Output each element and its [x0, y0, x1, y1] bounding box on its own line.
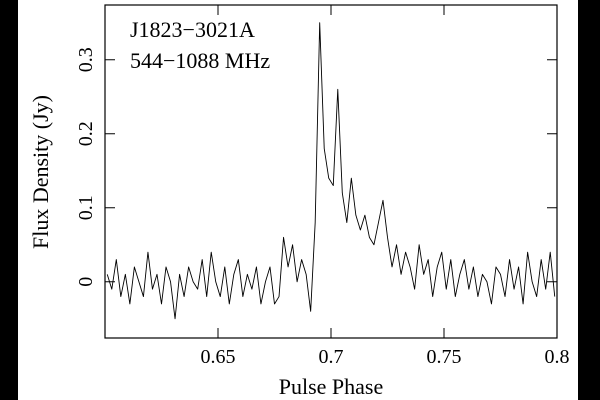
x-tick-label: 0.8 [545, 346, 570, 368]
y-tick-label: 0 [75, 277, 97, 287]
y-tick-label: 0.1 [75, 195, 97, 220]
data-line [106, 22, 556, 320]
x-tick-label: 0.65 [201, 346, 236, 368]
side-strip [0, 0, 18, 400]
y-tick-label: 0.3 [75, 47, 97, 72]
annotation: J1823−3021A [130, 17, 255, 42]
x-tick-label: 0.75 [427, 346, 462, 368]
y-axis-label: Flux Density (Jy) [28, 95, 53, 249]
x-tick-label: 0.7 [319, 346, 344, 368]
y-tick-label: 0.2 [75, 121, 97, 146]
x-axis-label: Pulse Phase [279, 374, 384, 399]
annotation: 544−1088 MHz [130, 48, 270, 73]
side-strip [578, 0, 600, 400]
